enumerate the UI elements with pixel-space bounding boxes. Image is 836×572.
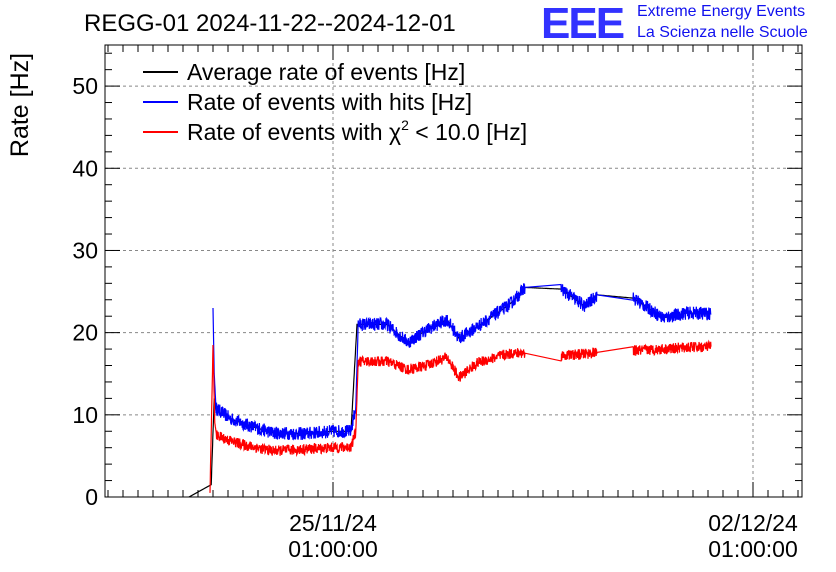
legend-label-suffix: < 10.0 [Hz]: [409, 119, 527, 145]
y-axis-label: Rate [Hz]: [6, 53, 34, 157]
legend-label-2: Rate of events with hits [Hz]: [187, 89, 472, 115]
x-tick-label-time: 01:00:00: [708, 536, 798, 562]
x-tick-label-date: 02/12/24: [708, 510, 798, 536]
y-tick-label: 40: [72, 155, 98, 181]
legend-superscript: 2: [401, 117, 409, 133]
legend-label-3: Rate of events with χ2 < 10.0 [Hz]: [187, 117, 527, 145]
y-tick-label: 30: [72, 237, 98, 263]
series-line-3: [209, 339, 712, 493]
eee-logo-line2: La Scienza nelle Scuole: [637, 24, 808, 41]
chart-title: REGG-01 2024-11-22--2024-12-01: [84, 10, 456, 37]
y-tick-label: 50: [72, 73, 98, 99]
x-tick-label-time: 01:00:00: [288, 536, 378, 562]
y-tick-label: 10: [72, 402, 98, 428]
legend-label-1: Average rate of events [Hz]: [187, 59, 465, 85]
y-tick-label: 0: [85, 484, 98, 510]
y-tick-label: 20: [72, 320, 98, 346]
x-tick-label-date: 25/11/24: [289, 510, 377, 536]
eee-logo-line1: Extreme Energy Events: [637, 3, 806, 20]
series-line-2: [212, 282, 712, 441]
eee-logo-letters: EEE: [541, 0, 625, 48]
